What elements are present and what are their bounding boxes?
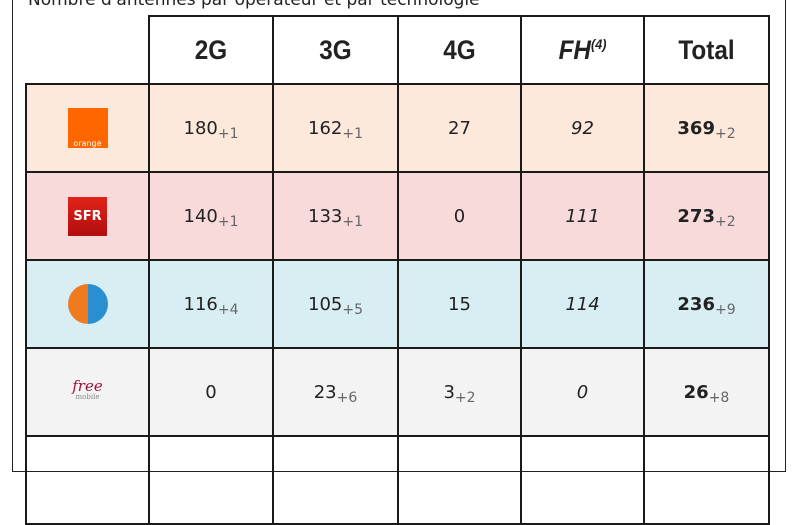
operator-cell: orange bbox=[25, 83, 150, 173]
header-row: 2G 3G 4G FH(4) Total bbox=[26, 15, 769, 85]
operator-cell: SFR bbox=[25, 171, 150, 261]
value-cell: 23+6 bbox=[272, 347, 399, 437]
value-cell: 369+2 bbox=[643, 83, 770, 173]
header-total: Total bbox=[649, 15, 764, 85]
value-cell: 180+1 bbox=[148, 83, 274, 173]
free-logo: free mobile bbox=[72, 377, 103, 402]
sfr-logo: SFR bbox=[68, 196, 107, 236]
value-cell: 111 bbox=[520, 171, 645, 261]
table-row: 116+4 105+5 15 114 236+9 bbox=[25, 259, 770, 349]
value-cell: 3+2 bbox=[397, 347, 522, 437]
header-empty bbox=[32, 16, 144, 85]
table-caption: Nombre d'antennes par opérateur et par t… bbox=[28, 0, 480, 10]
table-row: free mobile 0 23+6 3+2 0 26+8 bbox=[25, 347, 770, 437]
orange-logo: orange bbox=[67, 108, 108, 148]
value-cell: 92 bbox=[520, 83, 645, 173]
value-cell: 236+9 bbox=[643, 259, 770, 349]
table-row bbox=[25, 435, 770, 525]
value-cell: 116+4 bbox=[148, 259, 274, 349]
value-cell: 0 bbox=[520, 347, 645, 437]
value-cell: 105+5 bbox=[272, 259, 399, 349]
value-cell: 162+1 bbox=[272, 83, 399, 173]
header-2g: 2G bbox=[154, 15, 268, 85]
value-cell: 273+2 bbox=[643, 171, 770, 261]
value-cell: 133+1 bbox=[272, 171, 399, 261]
header-4g: 4G bbox=[403, 15, 516, 85]
antenna-table: 2G 3G 4G FH(4) Total orange 180+1 162+1 27 9… bbox=[25, 15, 770, 525]
value-cell: 15 bbox=[397, 259, 522, 349]
table-row: orange 180+1 162+1 27 92 369+2 bbox=[25, 83, 770, 173]
value-cell: 0 bbox=[397, 171, 522, 261]
value-cell: 140+1 bbox=[148, 171, 274, 261]
value-cell: 0 bbox=[148, 347, 274, 437]
header-fh: FH(4) bbox=[526, 15, 639, 85]
table-row: SFR 140+1 133+1 0 111 273+2 bbox=[25, 171, 770, 261]
value-cell: 114 bbox=[520, 259, 645, 349]
operator-cell bbox=[25, 259, 150, 349]
bouygues-logo bbox=[67, 284, 108, 324]
value-cell: 26+8 bbox=[643, 347, 770, 437]
value-cell: 27 bbox=[397, 83, 522, 173]
header-3g: 3G bbox=[278, 15, 393, 85]
operator-cell: free mobile bbox=[25, 347, 150, 437]
